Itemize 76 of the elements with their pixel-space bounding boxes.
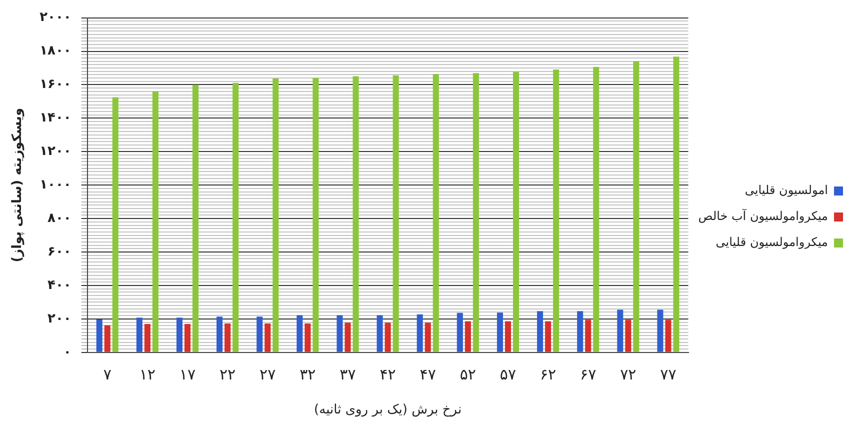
bar [304, 323, 311, 352]
x-tick-label: ۱۲ [139, 365, 156, 384]
x-tick-label: ۳۷ [340, 365, 356, 384]
bar [352, 76, 359, 352]
y-tick-label: ۴۰۰ [48, 278, 72, 293]
bar [96, 319, 102, 352]
x-tick-label: ۲۲ [219, 365, 236, 384]
bar [344, 322, 351, 352]
x-tick-label: ۴۲ [380, 365, 396, 384]
y-tick-label: ۱۶۰۰ [40, 77, 72, 92]
bar [416, 314, 423, 352]
x-tick-label: ۶۲ [540, 365, 556, 384]
x-axis-title: نرخ برش (یک بر روی ثانیه) [314, 402, 462, 418]
x-tick-label: ۲۷ [260, 365, 276, 384]
bar [384, 322, 391, 352]
bar [545, 321, 552, 352]
bar [312, 78, 319, 352]
y-tick-label: ۰ [63, 344, 72, 360]
y-tick-label: ۱۲۰۰ [40, 144, 72, 160]
bar [112, 97, 118, 352]
y-tick-label: ۲۰۰ [48, 311, 72, 326]
bar [673, 56, 680, 352]
bar [184, 324, 190, 352]
bar [464, 321, 471, 352]
bar [472, 73, 479, 352]
bar [593, 66, 600, 352]
bar [176, 318, 182, 352]
bar [272, 78, 279, 352]
x-tick-label: ۳۲ [300, 365, 316, 384]
bar [152, 91, 158, 352]
x-tick-label: ۵۷ [500, 365, 516, 384]
bar [104, 325, 110, 352]
bar [336, 315, 343, 352]
legend-label: میکروامولسیون آب خالص [698, 208, 828, 224]
bar [136, 318, 142, 352]
bar [376, 315, 383, 352]
y-tick-label: ۱۴۰۰ [40, 110, 72, 126]
bar [392, 75, 399, 352]
y-tick-label: ۸۰۰ [48, 210, 72, 226]
bar [512, 72, 519, 352]
bar [216, 316, 223, 352]
bar [224, 323, 231, 352]
bar [264, 323, 271, 352]
bar [633, 61, 640, 352]
bar [232, 82, 239, 352]
x-tick-label: ۱۷ [179, 365, 196, 384]
bar [577, 311, 584, 352]
bar [504, 321, 511, 352]
bar [657, 310, 664, 352]
y-tick-label: ۱۸۰۰ [40, 44, 72, 59]
y-axis-title: ویسکوزیته (سانتی پواز) [10, 108, 26, 262]
bar [256, 316, 263, 352]
bar [537, 311, 544, 352]
bar [192, 84, 199, 352]
x-tick-label: ۶۷ [580, 365, 596, 384]
x-tick-label: ۷ [103, 365, 112, 384]
bar [424, 322, 431, 352]
bar [456, 312, 463, 352]
bar [665, 320, 672, 352]
x-tick-label: ۷۲ [620, 365, 636, 384]
bar [625, 320, 632, 352]
legend-label: میکروامولسیون قلیایی [716, 235, 828, 250]
x-tick-label: ۵۲ [460, 365, 476, 384]
y-tick-label: ۲۰۰۰ [40, 10, 72, 26]
bar [617, 310, 624, 352]
legend-label: امولسیون قلیایی [744, 183, 828, 198]
bar [144, 324, 150, 352]
x-tick-label: ۴۷ [420, 365, 436, 384]
bar [585, 320, 592, 352]
bar [553, 69, 560, 352]
bar [296, 315, 303, 352]
bar [432, 74, 439, 352]
y-tick-label: ۶۰۰ [48, 244, 72, 260]
bar [496, 312, 503, 352]
x-tick-label: ۷۷ [660, 365, 676, 384]
y-tick-label: ۱۰۰۰ [40, 177, 72, 192]
